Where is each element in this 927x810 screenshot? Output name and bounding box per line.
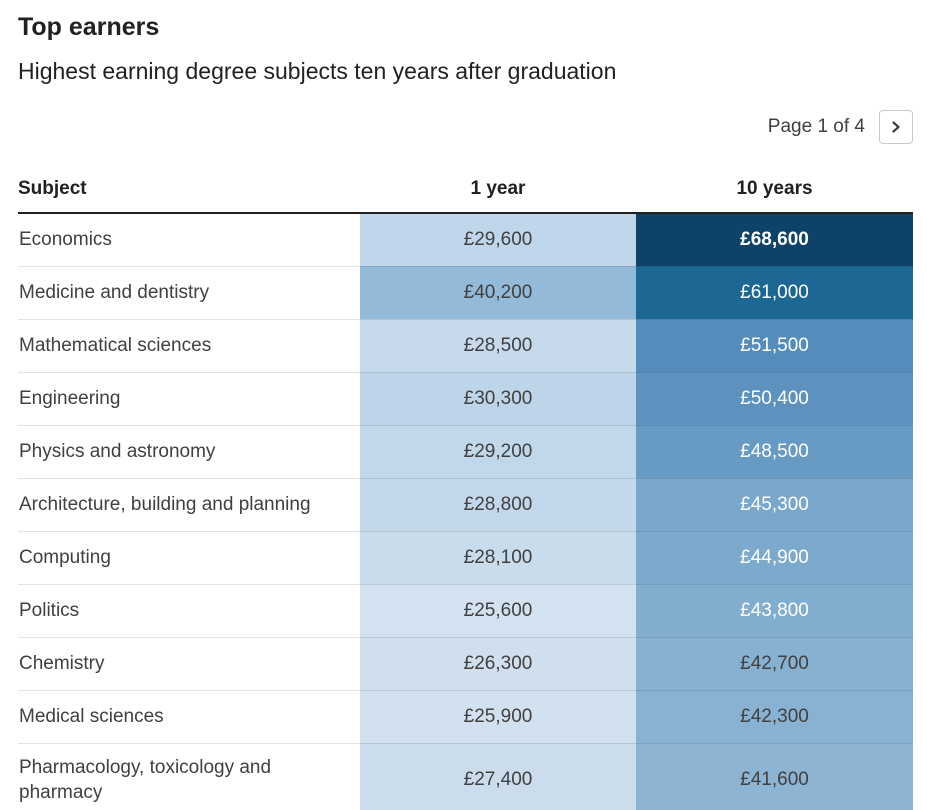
pagination: Page 1 of 4 [18,109,913,144]
subject-label: Medical sciences [19,706,164,728]
subject-cell: Physics and astronomy [18,424,360,479]
subject-label: Medicine and dentistry [19,282,210,304]
subject-label: Economics [19,229,112,251]
value-cell-1-year: £25,900 [360,689,636,744]
value-cell-10-years: £44,900 [636,530,913,585]
subject-cell: Engineering [18,371,360,426]
value-cell-10-years: £48,500 [636,424,913,479]
page-indicator: Page 1 of 4 [767,115,865,137]
subject-cell: Pharmacology, toxicology and pharmacy [18,742,360,810]
column-header-1-year: 1 year [360,177,636,214]
table-row: Engineering £30,300 £50,400 [18,371,913,426]
value-cell-1-year: £27,400 [360,742,636,810]
subject-label: Politics [19,600,80,622]
value-cell-10-years: £51,500 [636,318,913,373]
value-cell-1-year: £29,200 [360,424,636,479]
value-cell-10-years: £61,000 [636,265,913,320]
subject-cell: Mathematical sciences [18,318,360,373]
table-row: Physics and astronomy £29,200 £48,500 [18,424,913,479]
subject-cell: Chemistry [18,636,360,691]
column-header-subject: Subject [18,177,360,214]
value-cell-1-year: £40,200 [360,265,636,320]
table-header-row: Subject 1 year 10 years [18,177,913,214]
value-cell-1-year: £25,600 [360,583,636,638]
value-cell-1-year: £28,100 [360,530,636,585]
value-cell-1-year: £28,800 [360,477,636,532]
subject-cell: Architecture, building and planning [18,477,360,532]
value-cell-1-year: £26,300 [360,636,636,691]
value-cell-10-years: £42,700 [636,636,913,691]
subject-label: Computing [19,547,111,569]
subject-label: Physics and astronomy [19,441,216,463]
value-cell-10-years: £45,300 [636,477,913,532]
table-row: Politics £25,600 £43,800 [18,583,913,638]
value-cell-10-years: £68,600 [636,212,913,267]
table-row: Architecture, building and planning £28,… [18,477,913,532]
table-row: Medical sciences £25,900 £42,300 [18,689,913,744]
table-row: Chemistry £26,300 £42,700 [18,636,913,691]
table-row: Pharmacology, toxicology and pharmacy £2… [18,742,913,810]
page-title: Top earners [18,13,160,41]
value-cell-10-years: £41,600 [636,742,913,810]
chevron-right-icon [889,120,903,134]
earnings-table: Subject 1 year 10 years Economics £29,60… [18,177,913,810]
value-cell-1-year: £30,300 [360,371,636,426]
page-subtitle: Highest earning degree subjects ten year… [18,58,617,84]
subject-label: Engineering [19,388,121,410]
table-row: Medicine and dentistry £40,200 £61,000 [18,265,913,320]
subject-label: Pharmacology, toxicology and pharmacy [19,756,272,803]
subject-cell: Politics [18,583,360,638]
value-cell-10-years: £50,400 [636,371,913,426]
table-row: Mathematical sciences £28,500 £51,500 [18,318,913,373]
subject-cell: Medical sciences [18,689,360,744]
subject-cell: Economics [18,212,360,267]
subject-label: Chemistry [19,653,105,675]
table-row: Computing £28,100 £44,900 [18,530,913,585]
table-row: Economics £29,600 £68,600 [18,212,913,267]
subject-cell: Medicine and dentistry [18,265,360,320]
next-page-button[interactable] [879,109,913,144]
column-header-10-years: 10 years [636,177,913,214]
value-cell-1-year: £29,600 [360,212,636,267]
value-cell-1-year: £28,500 [360,318,636,373]
subject-label: Mathematical sciences [19,335,212,357]
value-cell-10-years: £42,300 [636,689,913,744]
subject-label: Architecture, building and planning [19,494,311,516]
subject-cell: Computing [18,530,360,585]
value-cell-10-years: £43,800 [636,583,913,638]
